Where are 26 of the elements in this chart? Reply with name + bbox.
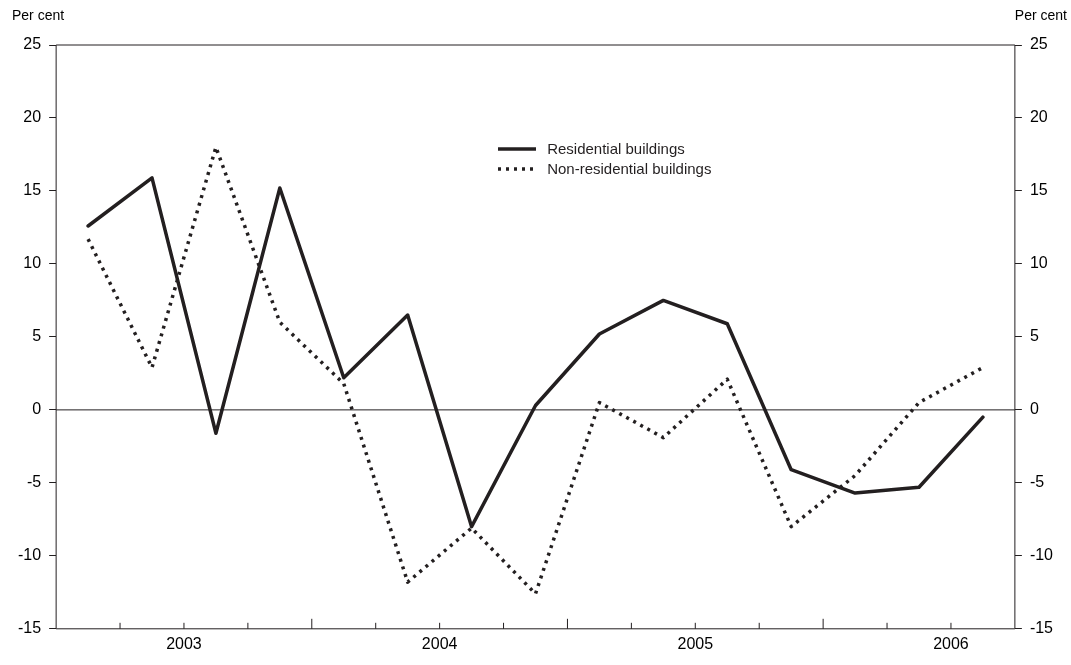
y2-tick-label: 10: [1029, 254, 1048, 272]
y-tick-label: 15: [23, 181, 42, 199]
y-tick-label: 20: [23, 108, 42, 126]
y-tick-label: 5: [32, 327, 42, 345]
y-tick-label: 10: [23, 254, 42, 272]
x-tick-label: 2006: [933, 634, 969, 652]
y2-tick-label: 5: [1029, 327, 1039, 345]
y2-axis-title: Per cent: [1014, 6, 1068, 23]
y2-tick-label: -10: [1029, 546, 1054, 564]
y-tick-label: 25: [23, 35, 42, 53]
y2-tick-label: 20: [1029, 108, 1048, 126]
x-tick-label: 2004: [421, 634, 458, 652]
y-tick-label: -15: [18, 619, 42, 637]
y2-tick-label: -15: [1029, 619, 1054, 637]
x-tick-label: 2003: [166, 634, 202, 652]
legend-label: Residential buildings: [547, 140, 685, 157]
legend-label: Non-residential buildings: [547, 160, 712, 177]
y-tick-label: -10: [18, 546, 42, 564]
y2-tick-label: -5: [1029, 473, 1045, 491]
y-axis-title: Per cent: [11, 6, 65, 23]
y2-tick-label: 25: [1029, 35, 1048, 53]
y-tick-label: 0: [32, 400, 42, 418]
x-tick-label: 2005: [677, 634, 714, 652]
y-tick-label: -5: [26, 473, 42, 491]
y2-tick-label: 15: [1029, 181, 1048, 199]
y2-tick-label: 0: [1029, 400, 1039, 418]
